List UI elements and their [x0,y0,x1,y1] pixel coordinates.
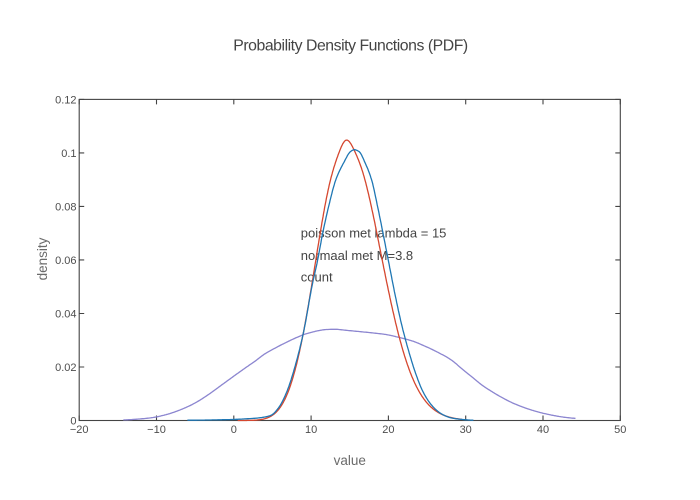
svg-text:−10: −10 [147,424,166,436]
svg-text:count: count [301,269,333,284]
svg-text:0.06: 0.06 [55,255,76,267]
svg-text:0.08: 0.08 [55,201,76,213]
svg-text:normaal met M=3.8: normaal met M=3.8 [301,248,413,263]
svg-text:0.02: 0.02 [55,362,76,374]
svg-text:10: 10 [305,424,317,436]
svg-text:20: 20 [382,424,394,436]
svg-text:40: 40 [537,424,549,436]
svg-text:density: density [35,237,50,280]
svg-text:0: 0 [70,416,76,428]
svg-text:Probability Density Functions: Probability Density Functions (PDF) [233,37,468,54]
svg-text:−20: −20 [70,424,89,436]
svg-text:30: 30 [460,424,472,436]
svg-text:poisson met lambda = 15: poisson met lambda = 15 [301,226,447,241]
svg-text:0.04: 0.04 [55,309,76,321]
svg-text:0.1: 0.1 [61,148,76,160]
svg-text:0: 0 [231,424,237,436]
svg-text:50: 50 [614,424,626,436]
svg-text:value: value [334,453,366,468]
svg-text:0.12: 0.12 [55,94,76,106]
